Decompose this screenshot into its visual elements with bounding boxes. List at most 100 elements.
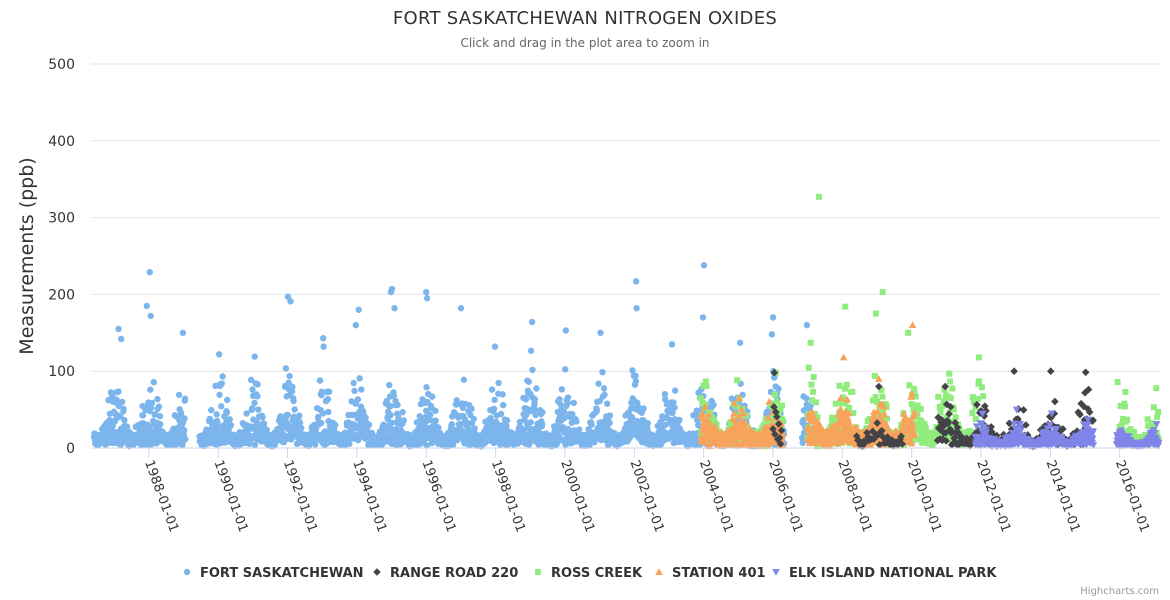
data-point[interactable] — [181, 395, 189, 402]
data-point[interactable] — [771, 391, 778, 398]
data-point[interactable] — [558, 386, 566, 393]
data-point[interactable] — [606, 419, 613, 427]
data-point[interactable] — [315, 413, 322, 421]
data-point[interactable] — [987, 423, 995, 431]
data-point[interactable] — [775, 410, 782, 417]
data-point[interactable] — [808, 408, 817, 416]
data-point[interactable] — [676, 416, 683, 424]
data-point[interactable] — [905, 329, 912, 336]
data-point[interactable] — [146, 423, 153, 431]
data-point[interactable] — [946, 370, 953, 377]
data-point[interactable] — [1059, 425, 1067, 433]
data-point[interactable] — [282, 365, 290, 372]
data-point[interactable] — [1116, 429, 1125, 437]
data-point[interactable] — [769, 438, 777, 446]
data-point[interactable] — [875, 375, 883, 382]
data-point[interactable] — [218, 380, 226, 387]
data-point[interactable] — [104, 440, 111, 447]
data-point[interactable] — [157, 421, 164, 428]
data-point[interactable] — [668, 341, 676, 348]
data-point[interactable] — [845, 409, 853, 417]
data-point[interactable] — [813, 399, 820, 406]
data-point[interactable] — [316, 377, 324, 384]
data-point[interactable] — [1076, 410, 1084, 419]
data-point[interactable] — [1052, 425, 1061, 433]
data-point[interactable] — [219, 373, 226, 380]
data-point[interactable] — [941, 382, 949, 391]
data-point[interactable] — [296, 412, 303, 419]
data-point[interactable] — [978, 384, 985, 391]
data-point[interactable] — [879, 393, 886, 400]
data-point[interactable] — [837, 438, 846, 446]
data-point[interactable] — [897, 432, 905, 441]
data-point[interactable] — [491, 396, 498, 404]
data-point[interactable] — [735, 394, 744, 402]
data-point[interactable] — [803, 321, 811, 329]
data-point[interactable] — [391, 305, 398, 312]
data-point[interactable] — [224, 396, 231, 404]
data-point[interactable] — [346, 440, 353, 447]
legend-item[interactable]: ROSS CREEK — [535, 566, 643, 581]
data-point[interactable] — [980, 393, 987, 400]
data-point[interactable] — [318, 388, 325, 395]
data-point[interactable] — [320, 343, 327, 350]
data-point[interactable] — [913, 420, 920, 427]
data-point[interactable] — [820, 442, 828, 449]
data-point[interactable] — [839, 353, 848, 361]
data-point[interactable] — [1089, 442, 1098, 450]
data-point[interactable] — [284, 411, 292, 419]
data-point[interactable] — [864, 432, 872, 441]
data-point[interactable] — [728, 395, 736, 402]
data-point[interactable] — [908, 389, 916, 397]
data-point[interactable] — [156, 412, 164, 420]
data-point[interactable] — [1012, 406, 1021, 414]
data-point[interactable] — [1051, 397, 1059, 406]
data-point[interactable] — [710, 401, 717, 409]
data-point[interactable] — [532, 411, 539, 419]
data-point[interactable] — [1154, 413, 1161, 420]
data-point[interactable] — [874, 398, 881, 405]
data-point[interactable] — [603, 400, 611, 407]
data-point[interactable] — [774, 420, 783, 428]
data-point[interactable] — [1153, 385, 1160, 392]
data-point[interactable] — [737, 416, 745, 424]
data-point[interactable] — [764, 413, 772, 421]
data-point[interactable] — [600, 385, 608, 392]
data-point[interactable] — [182, 436, 189, 443]
data-point[interactable] — [499, 401, 507, 409]
data-point[interactable] — [1008, 430, 1017, 437]
data-point[interactable] — [941, 386, 948, 393]
data-point[interactable] — [597, 329, 604, 336]
data-point[interactable] — [432, 407, 439, 414]
data-point[interactable] — [980, 412, 989, 420]
data-point[interactable] — [670, 399, 677, 406]
data-point[interactable] — [950, 406, 957, 413]
data-point[interactable] — [1155, 409, 1162, 416]
data-point[interactable] — [181, 427, 188, 434]
data-point[interactable] — [147, 386, 154, 393]
data-point[interactable] — [918, 418, 925, 425]
data-point[interactable] — [908, 423, 917, 431]
data-point[interactable] — [629, 367, 636, 374]
data-point[interactable] — [925, 440, 932, 447]
data-point[interactable] — [1084, 416, 1092, 424]
data-point[interactable] — [1130, 429, 1137, 436]
data-point[interactable] — [661, 396, 669, 403]
data-point[interactable] — [117, 335, 125, 343]
data-point[interactable] — [147, 404, 155, 411]
data-point[interactable] — [527, 419, 534, 426]
data-point[interactable] — [147, 312, 154, 320]
data-point[interactable] — [730, 399, 739, 407]
data-point[interactable] — [1088, 435, 1097, 442]
data-point[interactable] — [877, 426, 886, 435]
data-point[interactable] — [1081, 388, 1089, 397]
data-point[interactable] — [560, 408, 568, 416]
data-point[interactable] — [570, 399, 577, 407]
data-point[interactable] — [227, 421, 235, 429]
data-point[interactable] — [247, 376, 255, 384]
data-point[interactable] — [387, 402, 394, 410]
data-point[interactable] — [804, 410, 813, 417]
data-point[interactable] — [836, 382, 843, 389]
data-point[interactable] — [869, 397, 876, 404]
data-point[interactable] — [777, 426, 786, 435]
